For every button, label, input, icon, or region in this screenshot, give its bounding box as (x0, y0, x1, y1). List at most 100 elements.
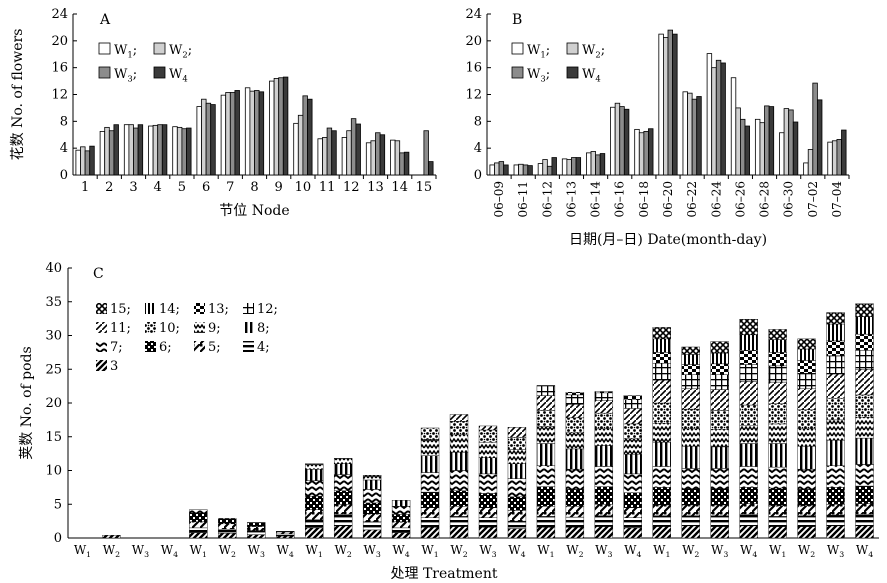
bar-w2-3 (128, 124, 134, 176)
stack-seg-node8-bar28 (855, 437, 874, 465)
x-tick-label: W1 (537, 543, 554, 559)
bar-w1-13 (779, 132, 785, 176)
stack-seg-node6-bar24 (739, 487, 758, 504)
bar-w3-13 (375, 132, 381, 176)
x-tick-label: 06–09 (492, 181, 506, 218)
stack-seg-node12-bar20 (623, 399, 642, 409)
stack-seg-node9-bar10 (333, 458, 353, 464)
bar-w4-5 (599, 153, 606, 176)
stack-seg-node4-bar26 (797, 515, 816, 527)
stack-seg-node3-bar25 (768, 526, 787, 539)
stack-seg-node5-bar9 (305, 509, 324, 520)
stack-seg-node12-bar19 (594, 392, 614, 401)
stack-seg-node8-bar27 (826, 439, 845, 466)
stack-seg-node7-bar19 (594, 466, 614, 487)
stack-seg-node5-bar16 (507, 510, 527, 522)
legend-swatch-node13 (194, 303, 205, 314)
stack-seg-node4-bar13 (420, 517, 440, 528)
stack-seg-node4-bar17 (536, 516, 556, 528)
bar-w2-5 (176, 126, 183, 176)
bar-w4-13 (379, 134, 386, 176)
bar-w4-8 (258, 91, 265, 176)
stack-seg-node3-bar22 (681, 525, 700, 539)
stack-seg-node9-bar16 (507, 449, 527, 464)
stack-seg-node9-bar17 (536, 426, 556, 444)
bar-w1-10 (706, 53, 713, 176)
stack-seg-node10-bar24 (739, 404, 758, 426)
stack-seg-node11-bar23 (710, 389, 729, 411)
y-tick-label: 25 (45, 362, 62, 377)
x-tick-label: W2 (450, 543, 467, 559)
bar-w4-1 (89, 145, 95, 176)
stack-seg-node9-bar14 (449, 434, 469, 453)
x-tick-label: W2 (682, 543, 699, 559)
stack-seg-node4-bar20 (623, 517, 642, 529)
x-tick-label: W4 (740, 543, 757, 559)
legend-swatch-node9 (194, 322, 205, 333)
stack-seg-node7-bar24 (739, 466, 758, 488)
stack-seg-node14-bar28 (855, 316, 874, 335)
y-tick-label: 30 (45, 329, 62, 344)
y-tick-label: 16 (51, 61, 68, 76)
bar-w2-10 (711, 67, 717, 176)
stack-seg-node4-bar19 (594, 515, 614, 527)
stack-seg-node5-bar19 (594, 504, 614, 516)
stack-seg-node10-bar13 (420, 427, 440, 440)
bar-w3-8 (667, 29, 673, 176)
stack-seg-node6-bar16 (507, 496, 527, 511)
legend-swatch-w4 (566, 66, 579, 79)
stack-seg-node5-bar18 (565, 506, 585, 518)
stack-seg-node5-bar14 (449, 506, 469, 517)
legend-label-node7: 7; (110, 340, 123, 355)
stack-seg-node9-bar13 (420, 439, 440, 456)
stack-seg-node7-bar26 (797, 468, 816, 490)
bar-w4-3 (137, 124, 144, 176)
y-tick-label: 15 (45, 430, 62, 445)
y-tick-label: 24 (465, 7, 482, 22)
x-tick-label: 15 (416, 180, 433, 195)
x-tick-label: 12 (343, 180, 360, 195)
stack-seg-node6-bar12 (391, 514, 411, 522)
bar-w4-7 (234, 90, 240, 176)
x-tick-label: 06–24 (709, 181, 723, 218)
x-tick-label: W3 (595, 543, 612, 559)
bar-w1-12 (754, 118, 761, 176)
stack-seg-node9-bar18 (565, 432, 585, 450)
stack-seg-node4-bar25 (768, 516, 787, 527)
x-tick-label: 3 (129, 180, 137, 195)
stack-seg-node11-bar16 (507, 427, 527, 438)
x-tick-label: W2 (219, 543, 236, 559)
stack-seg-node12-bar17 (536, 385, 556, 396)
stack-seg-node3-bar12 (391, 532, 411, 539)
legend-label-node5: 5; (208, 340, 221, 355)
y-tick-label: 0 (474, 168, 482, 183)
stack-seg-node3-bar23 (710, 526, 729, 539)
bar-w3-5 (181, 128, 187, 176)
stack-seg-node10-bar25 (768, 403, 787, 425)
bar-w3-7 (643, 130, 649, 176)
x-tick-label: W1 (306, 543, 323, 559)
x-tick-label: W3 (363, 543, 380, 559)
stack-seg-node10-bar16 (507, 437, 527, 450)
legend-swatch-w1 (511, 42, 524, 55)
x-tick-label: W3 (827, 543, 844, 559)
x-tick-label: 06–26 (733, 181, 747, 218)
stack-seg-node4-bar7 (247, 530, 266, 535)
legend-swatch-node5 (194, 341, 205, 352)
bar-w2-6 (201, 98, 207, 176)
legend-swatch-w2 (566, 42, 579, 55)
stack-seg-node3-bar19 (594, 526, 614, 539)
x-tick-label: W1 (190, 543, 207, 559)
bar-w4-6 (623, 108, 630, 176)
stack-seg-node8-bar14 (449, 452, 469, 471)
legend-label-w4: W4 (169, 67, 188, 83)
stack-seg-node3-bar5 (189, 532, 208, 539)
bar-w3-14 (812, 82, 818, 176)
stack-seg-node8-bar9 (305, 468, 324, 481)
stack-seg-node4-bar9 (305, 519, 324, 529)
x-tick-label: W3 (248, 543, 265, 559)
x-tick-label: 06–22 (685, 181, 699, 218)
stack-seg-node8-bar17 (536, 443, 556, 466)
stack-seg-node9-bar22 (681, 428, 700, 447)
